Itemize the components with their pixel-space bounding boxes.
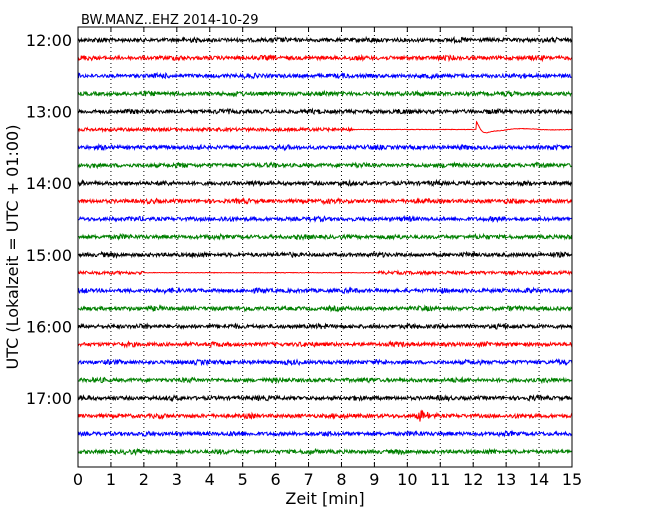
x-axis-ticks: 0 1 2 3 4 5 6 7 8 9 10 11 12 13 14 15 <box>73 27 582 489</box>
trace-6 <box>77 143 573 152</box>
y-tick-label: 15:00 <box>26 246 72 265</box>
trace-12 <box>77 250 573 259</box>
x-tick-label: 12 <box>463 470 483 489</box>
x-tick-label: 13 <box>496 470 516 489</box>
trace-11 <box>77 232 573 241</box>
trace-7 <box>77 161 573 170</box>
grid-lines <box>110 27 540 467</box>
x-tick-label: 4 <box>205 470 215 489</box>
x-tick-label: 1 <box>106 470 116 489</box>
y-axis-label: UTC (Lokalzeit = UTC + 01:00) <box>3 125 22 370</box>
x-tick-label: 7 <box>303 470 313 489</box>
trace-16 <box>77 322 573 331</box>
x-tick-label: 15 <box>562 470 582 489</box>
trace-8 <box>77 178 573 188</box>
trace-17 <box>77 340 573 349</box>
x-tick-label: 14 <box>529 470 549 489</box>
trace-3 <box>77 89 573 98</box>
trace-9 <box>77 196 573 206</box>
x-tick-label: 8 <box>336 470 346 489</box>
trace-13 <box>77 269 573 277</box>
trace-14 <box>77 286 573 295</box>
trace-15 <box>77 304 573 313</box>
trace-2 <box>77 71 573 81</box>
x-tick-label: 5 <box>238 470 248 489</box>
trace-4 <box>77 107 573 116</box>
x-tick-label: 3 <box>172 470 182 489</box>
y-tick-label: 14:00 <box>26 174 72 193</box>
y-tick-label: 16:00 <box>26 317 72 336</box>
x-tick-label: 0 <box>73 470 83 489</box>
trace-23 <box>77 447 573 457</box>
y-axis-ticks: 12:00 13:00 14:00 15:00 16:00 17:00 <box>26 31 572 408</box>
trace-22 <box>77 429 573 438</box>
trace-5 <box>77 120 573 134</box>
chart-title: BW.MANZ..EHZ 2014-10-29 <box>81 13 259 28</box>
x-tick-label: 10 <box>397 470 417 489</box>
y-tick-label: 17:00 <box>26 389 72 408</box>
traces <box>77 35 573 457</box>
trace-10 <box>77 214 573 224</box>
trace-20 <box>77 393 573 403</box>
trace-0 <box>77 35 573 45</box>
trace-19 <box>77 376 573 385</box>
x-tick-label: 6 <box>271 470 281 489</box>
x-tick-label: 11 <box>430 470 450 489</box>
trace-21 <box>77 409 573 422</box>
y-tick-label: 12:00 <box>26 31 72 50</box>
x-tick-label: 9 <box>369 470 379 489</box>
x-axis-label: Zeit [min] <box>285 489 364 508</box>
trace-1 <box>77 53 573 63</box>
x-tick-label: 2 <box>139 470 149 489</box>
plot-frame <box>77 26 573 468</box>
y-tick-label: 13:00 <box>26 103 72 122</box>
trace-18 <box>77 357 573 367</box>
